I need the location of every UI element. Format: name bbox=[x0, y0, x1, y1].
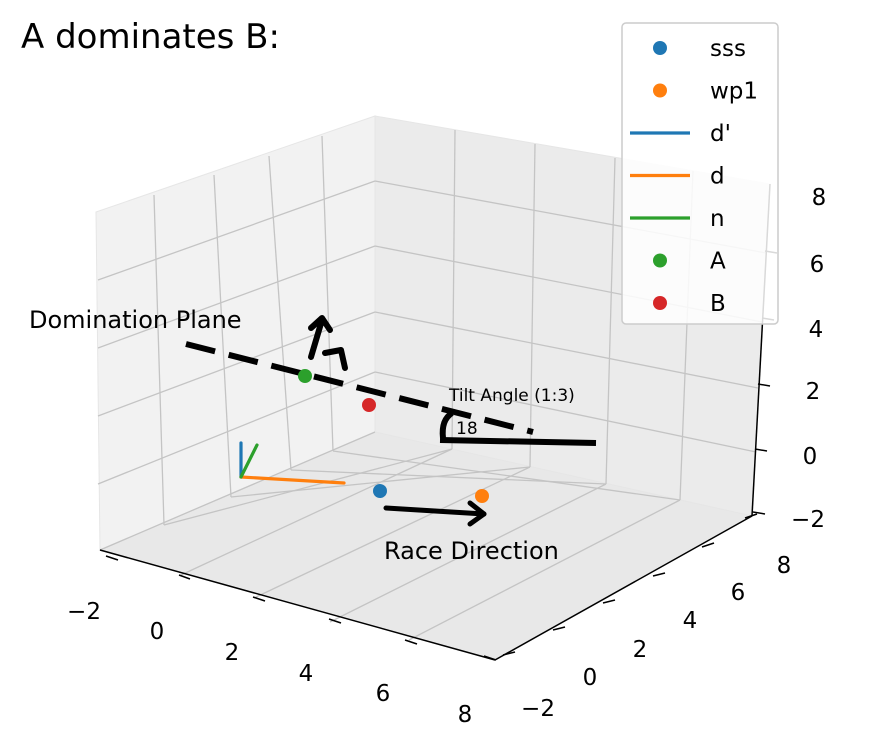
x-tick-label: 8 bbox=[458, 702, 473, 728]
z-tick-label: 0 bbox=[803, 444, 818, 470]
tilt-angle-label: Tilt Angle (1:3) bbox=[448, 386, 575, 406]
x-tick-label: 6 bbox=[376, 681, 391, 707]
y-tick-label: 8 bbox=[777, 553, 792, 579]
point-sss bbox=[373, 484, 387, 498]
race-direction-arrow bbox=[383, 500, 487, 527]
point-wp1 bbox=[475, 489, 489, 503]
z-tick-label: 6 bbox=[810, 252, 825, 278]
x-tick-labels: −2 0 2 4 6 8 bbox=[67, 599, 472, 728]
legend-entry: d' bbox=[630, 121, 731, 147]
x-tick-label: −2 bbox=[67, 599, 101, 625]
legend-entry: B bbox=[653, 291, 726, 317]
y-tick-label: 0 bbox=[583, 665, 598, 691]
legend-marker bbox=[653, 296, 667, 310]
legend-label: wp1 bbox=[710, 79, 758, 105]
z-tick-label: 2 bbox=[806, 379, 821, 405]
tilt-arc bbox=[439, 410, 454, 439]
y-tick-label: −2 bbox=[521, 696, 555, 722]
legend-label: d bbox=[710, 164, 725, 190]
legend-marker bbox=[653, 83, 667, 98]
vectors bbox=[239, 441, 346, 485]
legend-marker bbox=[653, 253, 667, 268]
y-tick-label: 6 bbox=[731, 580, 746, 606]
y-tick-labels: −2 0 2 4 6 8 bbox=[521, 553, 791, 722]
legend-label: d' bbox=[710, 121, 731, 147]
tilt-line bbox=[439, 437, 597, 446]
z-tick-label: 8 bbox=[812, 185, 827, 211]
point-a bbox=[298, 369, 312, 383]
legend-entry: d bbox=[630, 164, 725, 190]
y-tick-label: 2 bbox=[633, 637, 648, 663]
points bbox=[298, 369, 489, 503]
d-line bbox=[239, 475, 346, 485]
legend-label: n bbox=[710, 206, 725, 232]
legend-entry: wp1 bbox=[653, 79, 758, 105]
z-tick-label: 4 bbox=[809, 317, 824, 343]
n-line bbox=[239, 443, 259, 479]
x-axis-line bbox=[99, 549, 496, 661]
legend-marker bbox=[653, 41, 667, 55]
normal-arrow bbox=[308, 315, 348, 371]
legend-entry: n bbox=[630, 206, 725, 232]
chart-title: A dominates B: bbox=[21, 17, 280, 57]
legend-label: B bbox=[710, 291, 726, 317]
tilt-value-label: 18 bbox=[456, 419, 478, 439]
x-tick-label: 2 bbox=[225, 640, 240, 666]
tick-marks bbox=[105, 250, 778, 661]
legend-box bbox=[621, 22, 779, 325]
y-axis-line bbox=[494, 515, 753, 661]
domination-plane-line bbox=[185, 341, 534, 435]
legend-entry: A bbox=[653, 249, 726, 275]
y-tick-label: 4 bbox=[683, 608, 698, 634]
z-tick-labels: −2 0 2 4 6 8 bbox=[791, 185, 826, 533]
axes-panes bbox=[95, 115, 771, 661]
x-tick-label: 0 bbox=[150, 619, 165, 645]
point-b bbox=[362, 398, 376, 412]
domination-plane-label: Domination Plane bbox=[29, 306, 242, 334]
legend-entry: sss bbox=[653, 36, 746, 62]
legend-label: A bbox=[710, 249, 726, 275]
z-tick-label: −2 bbox=[791, 507, 825, 533]
race-direction-label: Race Direction bbox=[384, 537, 559, 565]
legend-label: sss bbox=[710, 36, 746, 62]
x-tick-label: 4 bbox=[299, 661, 314, 687]
